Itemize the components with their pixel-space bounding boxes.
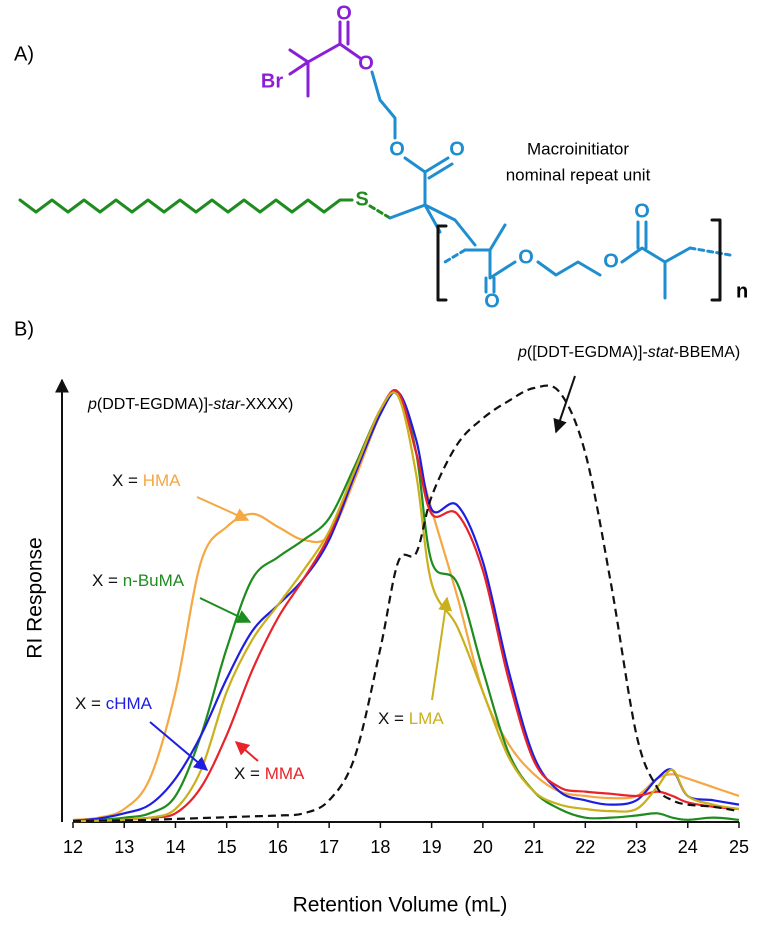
- x-tick-label: 16: [268, 837, 288, 857]
- label-arrow: [234, 741, 259, 762]
- x-tick-label: 13: [114, 837, 134, 857]
- panel-label: A): [14, 43, 34, 65]
- annotation-part: p: [517, 344, 527, 361]
- legend-entry: n-BuMA: [123, 571, 185, 590]
- x-tick-label: 19: [422, 837, 442, 857]
- annotation-part: -BBEMA): [674, 344, 741, 361]
- x-tick-label: 18: [370, 837, 390, 857]
- annotation-part: -XXXX): [240, 396, 293, 413]
- dodecyl-chain: [18, 198, 392, 220]
- legend-entry: MMA: [265, 764, 305, 783]
- atom: O: [358, 52, 374, 74]
- series-line: [72, 389, 740, 823]
- series-line: [72, 389, 740, 821]
- x-tick-label: 23: [627, 837, 647, 857]
- x-axis-title: Retention Volume (mL): [293, 894, 508, 917]
- label-prefix: X =: [92, 571, 123, 590]
- series-label: X = n-BuMA: [92, 571, 185, 590]
- series-line: [72, 389, 740, 823]
- label-prefix: X =: [75, 694, 106, 713]
- annotation: p(DDT-EGDMA)]-star-XXXX): [87, 396, 293, 413]
- annotation-part: ([DDT-EGDMA)]-: [527, 344, 648, 361]
- series-label: X = HMA: [112, 471, 181, 490]
- repeat-subscript: n: [736, 280, 748, 302]
- label-arrow: [149, 721, 209, 771]
- annotation: p([DDT-EGDMA)]-stat-BBEMA): [517, 344, 740, 361]
- series-label: X = MMA: [234, 764, 305, 783]
- label-prefix: X =: [378, 709, 409, 728]
- x-tick-label: 24: [678, 837, 698, 857]
- atom: O: [603, 250, 619, 272]
- label-prefix: X =: [112, 471, 143, 490]
- annotation-part: stat: [648, 344, 674, 361]
- series-line: [72, 391, 740, 823]
- x-tick-label: 22: [575, 837, 595, 857]
- atom-labels: O O Br O O S O O O O: [261, 2, 650, 312]
- legend-entry: cHMA: [106, 694, 153, 713]
- caption: Macroinitiator: [527, 139, 629, 158]
- atom: O: [336, 2, 352, 24]
- panel-label: B): [14, 318, 34, 340]
- annotation-arrow: [553, 375, 576, 434]
- atom: O: [449, 138, 465, 160]
- series-line: [72, 390, 740, 822]
- macroinitiator-backbone: [370, 70, 732, 300]
- x-tick-label: 25: [729, 837, 749, 857]
- series-line: [72, 384, 740, 823]
- atom: O: [484, 290, 500, 312]
- x-tick-label: 21: [524, 837, 544, 857]
- atom: S: [355, 188, 368, 210]
- x-tick-label: 15: [217, 837, 237, 857]
- series-label: X = LMA: [378, 709, 444, 728]
- atom: O: [389, 138, 405, 160]
- caption: nominal repeat unit: [506, 165, 651, 184]
- x-tick-label: 14: [165, 837, 185, 857]
- label-arrow: [199, 597, 252, 623]
- structure: [18, 20, 732, 302]
- initiator-group: [288, 20, 362, 98]
- legend-entry: HMA: [143, 471, 181, 490]
- x-tick-label: 17: [319, 837, 339, 857]
- repeat-brackets: [436, 218, 722, 302]
- atom: O: [518, 246, 534, 268]
- x-tick-label: 20: [473, 837, 493, 857]
- legend-entry: LMA: [409, 709, 445, 728]
- annotation-part: star: [213, 396, 240, 413]
- x-tick-label: 12: [63, 837, 83, 857]
- y-axis-title: RI Response: [24, 537, 47, 658]
- label-prefix: X =: [234, 764, 265, 783]
- annotation-part: (DDT-EGDMA)]-: [97, 396, 213, 413]
- atom: O: [634, 200, 650, 222]
- label-arrow: [431, 596, 453, 701]
- atom: Br: [261, 70, 283, 92]
- series-label: X = cHMA: [75, 694, 153, 713]
- label-arrow: [196, 496, 250, 522]
- annotation-part: p: [87, 396, 97, 413]
